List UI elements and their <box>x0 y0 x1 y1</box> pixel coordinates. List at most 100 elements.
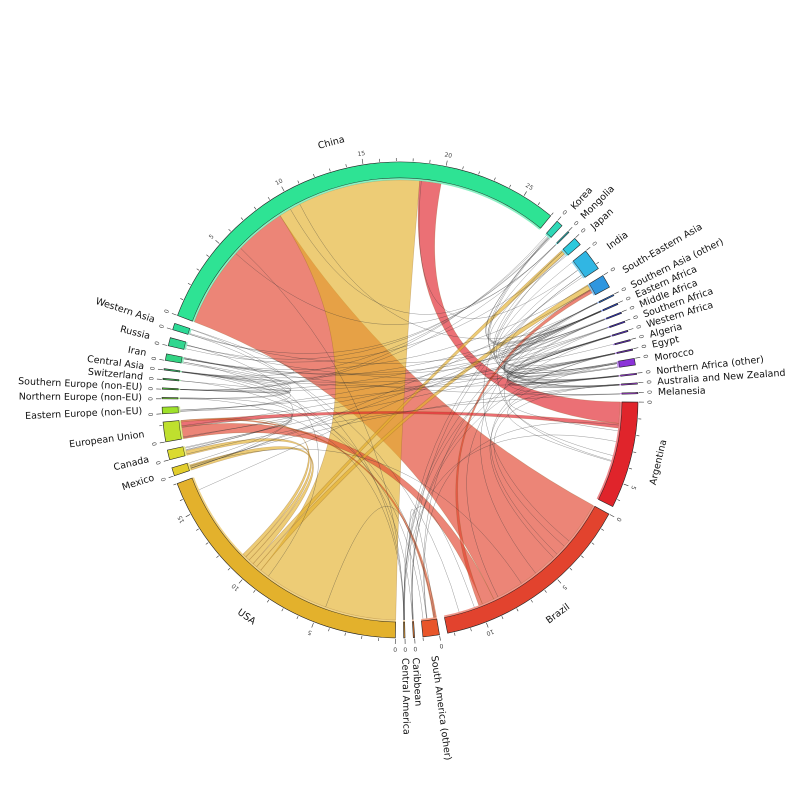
minor-link <box>186 344 618 380</box>
segment-arc-southern-europe-non-eu- <box>161 387 179 391</box>
segment-arc-central-america <box>403 621 406 639</box>
segment-inner-south-eastern-asia <box>587 283 596 296</box>
minor-link <box>423 422 619 619</box>
tick-mark <box>281 186 285 192</box>
tick-label: 0 <box>154 340 162 345</box>
tick-mark <box>523 191 527 196</box>
minor-link <box>299 204 602 340</box>
tick-mark <box>557 216 562 221</box>
thin-links <box>180 181 620 620</box>
segment-arc-argentina <box>598 401 639 508</box>
minor-link <box>183 361 413 620</box>
minor-link <box>411 275 582 620</box>
tick-mark <box>609 514 615 518</box>
tick-mark <box>591 542 595 545</box>
tick-mark <box>586 247 591 251</box>
tick-label: 0 <box>148 412 155 416</box>
segment-label-northern-europe-non-eu-: Northern Europe (non-EU) <box>19 392 142 404</box>
segment-arc-iran <box>164 353 183 364</box>
minor-link <box>186 393 620 455</box>
segment-inner-western-asia <box>187 328 192 335</box>
tick-label: 10 <box>485 628 495 637</box>
minor-link <box>180 398 405 620</box>
tick-mark <box>575 234 580 238</box>
tick-label: 0 <box>627 305 635 311</box>
segment-inner-caribbean <box>412 619 414 622</box>
tick-mark <box>628 328 634 331</box>
minor-link <box>489 251 602 345</box>
segment-inner-australia-and-new-zealand <box>619 383 622 386</box>
tick-mark <box>621 309 627 312</box>
tick-label: 0 <box>644 370 651 375</box>
tick-label: 0 <box>151 441 159 446</box>
segment-inner-melanesia <box>619 392 622 395</box>
segment-label-usa: USA <box>235 607 258 628</box>
segment-label-india: India <box>605 230 630 253</box>
minor-link <box>181 371 435 618</box>
segment-label-iran: Iran <box>127 345 147 359</box>
segment-label-eastern-europe-non-eu-: Eastern Europe (non-EU) <box>25 406 143 422</box>
segment-label-south-america-other-: South America (other) <box>428 655 453 761</box>
segment-label-russia: Russia <box>119 324 151 342</box>
minor-link <box>423 310 602 619</box>
segment-arc-eastern-europe-non-eu- <box>161 406 179 415</box>
minor-link <box>189 238 550 354</box>
tick-mark <box>238 579 243 584</box>
tick-mark <box>530 599 533 603</box>
segment-inner-iran <box>181 356 185 364</box>
tick-label: 0 <box>158 323 166 329</box>
tick-label: 0 <box>590 240 598 248</box>
tick-label: 0 <box>634 324 642 330</box>
minor-link <box>185 255 567 363</box>
tick-mark <box>544 590 547 593</box>
tick-mark <box>601 528 604 531</box>
minor-link <box>190 448 522 584</box>
minor-link <box>508 352 619 385</box>
tick-mark <box>267 599 270 603</box>
segment-arc-southern-africa <box>609 320 626 328</box>
minor-link <box>181 352 615 383</box>
segment-arc-egypt <box>616 348 634 354</box>
segment-label-melanesia: Melanesia <box>658 386 706 398</box>
tick-mark <box>537 202 541 206</box>
tick-label: 0 <box>160 476 168 482</box>
segment-inner-eastern-europe-non-eu- <box>178 406 181 413</box>
segment-arc-western-asia <box>172 322 191 335</box>
minor-link <box>506 327 620 388</box>
segment-inner-southern-asia-other- <box>597 301 600 304</box>
tick-label: 5 <box>307 628 313 636</box>
tick-label: 20 <box>444 152 453 160</box>
segment-label-brazil: Brazil <box>544 602 572 627</box>
minor-link <box>403 318 605 620</box>
tick-mark <box>568 226 573 231</box>
tick-mark <box>493 177 496 181</box>
tick-mark <box>281 608 284 612</box>
segment-inner-mongolia <box>555 242 558 246</box>
tick-mark <box>205 542 209 545</box>
segment-arc-switzerland <box>162 377 180 382</box>
segment-arc-australia-and-new-zealand <box>621 382 638 386</box>
tick-label: 0 <box>637 334 645 340</box>
tick-mark <box>596 261 600 265</box>
tick-mark <box>227 567 231 571</box>
segment-arc-western-africa <box>611 329 629 337</box>
tick-label: 0 <box>413 645 417 652</box>
minor-link <box>498 276 615 367</box>
segment-arc-mexico <box>171 462 190 477</box>
segment-inner-middle-africa <box>604 317 607 320</box>
minor-link <box>180 363 291 400</box>
ribbon-usa-to-mexico <box>189 446 314 565</box>
tick-mark <box>311 622 314 628</box>
minor-link <box>507 336 619 383</box>
segment-arc-russia <box>167 337 187 350</box>
minor-link <box>189 334 460 612</box>
minor-link <box>507 336 619 383</box>
ribbon-usa-to-japan <box>252 250 566 568</box>
minor-link <box>501 311 605 359</box>
segment-arc-eastern-africa <box>602 302 619 312</box>
tick-label: 0 <box>561 209 569 217</box>
tick-label: 25 <box>524 182 534 192</box>
minor-link <box>183 336 611 376</box>
tick-mark <box>623 483 629 487</box>
